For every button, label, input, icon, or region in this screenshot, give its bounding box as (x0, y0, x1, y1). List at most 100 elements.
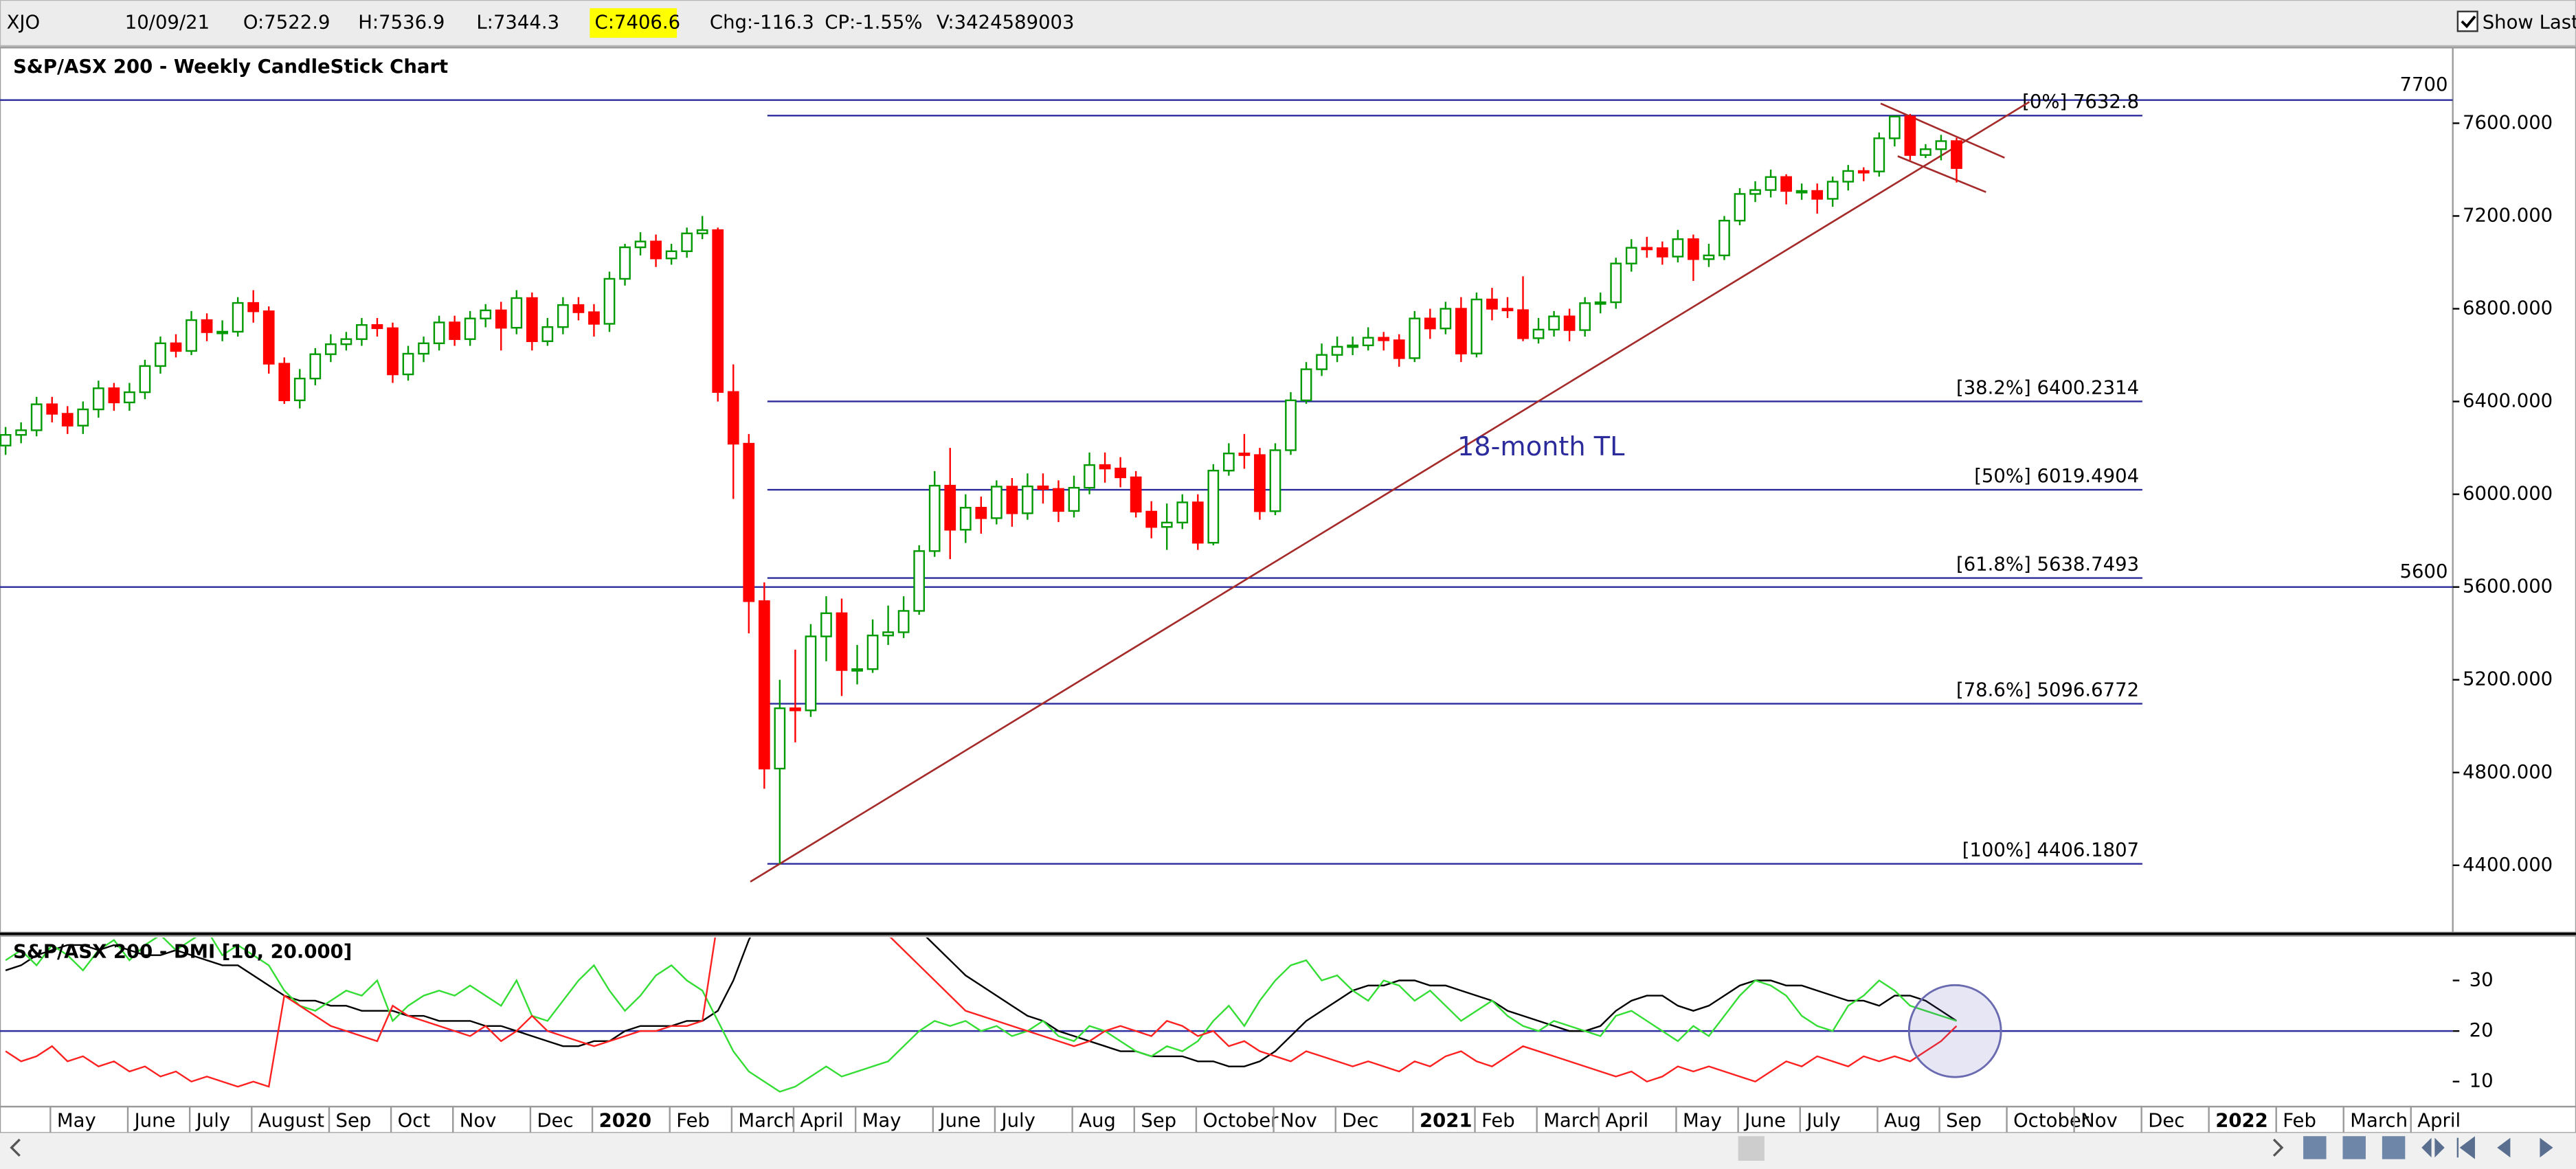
x-tick-label: July (1805, 1110, 1840, 1132)
candle-body (371, 324, 383, 330)
candle-body (356, 324, 368, 340)
y-tick-label: 20 (2469, 1019, 2494, 1041)
candle-body (1300, 368, 1312, 402)
candle-body (990, 486, 1003, 519)
candle-body (232, 302, 244, 333)
time-axis-labels: May June July August Sep Oct Nov Dec 2020 Feb Marc… (49, 1106, 2461, 1133)
x-tick-label: Nov (1280, 1110, 1317, 1132)
candle-body (526, 297, 538, 342)
channel-line (1897, 155, 1986, 193)
candle-body (712, 229, 724, 393)
candle-body (1842, 170, 1855, 183)
candle-body (1857, 170, 1870, 174)
candle-body (170, 342, 182, 352)
zoom-out-button[interactable] (2303, 1136, 2327, 1159)
candle-body (1888, 115, 1901, 139)
candle-body (1765, 176, 1777, 191)
candle-body (1656, 247, 1668, 258)
candle-body (262, 310, 275, 365)
candle-body (480, 309, 492, 319)
x-tick-label: May (862, 1110, 901, 1132)
x-tick-label: April (1605, 1110, 1648, 1132)
candle-body (1115, 467, 1126, 479)
x-tick-label: October (2013, 1110, 2090, 1132)
candle-body (1084, 464, 1095, 489)
candle-body (1718, 220, 1730, 257)
candle-body (309, 353, 322, 380)
candle-body (1625, 247, 1637, 264)
zoom-in-button[interactable] (2342, 1136, 2366, 1159)
candle-body (588, 311, 600, 325)
fib-label: [61.8%] 5638.7493 (1956, 553, 2139, 575)
horizontal-line-label: 7700 (2400, 73, 2448, 95)
x-tick-label: July (195, 1110, 230, 1132)
candle-body (1316, 354, 1328, 370)
x-tick-label: June (1743, 1110, 1786, 1132)
candle-body (155, 342, 166, 367)
dmi-plot (0, 937, 2453, 1093)
prev-button[interactable] (2497, 1137, 2511, 1158)
candle-body (1749, 189, 1761, 195)
next-button[interactable] (2540, 1137, 2553, 1158)
candle-body (1904, 115, 1916, 156)
change-percent-field: CP:-1.55% (825, 11, 922, 33)
candle-body (324, 343, 337, 355)
scroll-left[interactable] (10, 1138, 21, 1157)
candle-body (789, 707, 801, 712)
x-tick-label: April (800, 1110, 844, 1132)
x-tick-label: March (1543, 1110, 1601, 1132)
candle-body (247, 302, 260, 313)
candle-body (1222, 452, 1235, 472)
candle-body (1347, 344, 1359, 348)
show-last-label[interactable]: Show Last (2483, 11, 2576, 33)
scroll-right[interactable] (2272, 1138, 2284, 1157)
candle-body (851, 668, 863, 672)
candle-body (1532, 328, 1545, 339)
first-button[interactable] (2456, 1136, 2475, 1159)
candle-body (92, 387, 104, 411)
expand-button[interactable] (2421, 1137, 2445, 1158)
candle-body (464, 317, 476, 340)
candle-body (1037, 485, 1049, 490)
candle-body (1811, 190, 1824, 200)
x-tick-label: Feb (1481, 1110, 1515, 1132)
candle-body (1688, 238, 1699, 260)
scrollbar[interactable] (0, 1133, 2576, 1169)
candle-body (866, 635, 879, 670)
y-tick-label: 7200.000 (2463, 204, 2553, 226)
candle-body (1409, 317, 1421, 359)
y-tick-label: 30 (2469, 969, 2494, 991)
zoom-fit-button[interactable] (2382, 1136, 2406, 1159)
candle-body (1331, 345, 1343, 356)
candle-body (124, 391, 135, 404)
candle-body (1594, 301, 1606, 305)
x-tick-label: 2020 (599, 1110, 652, 1132)
candle-body (758, 600, 770, 770)
candle-body (897, 610, 910, 633)
candle-body (495, 309, 507, 329)
candle-body (418, 342, 429, 355)
scroll-thumb[interactable] (1738, 1136, 1765, 1161)
dmi-line (5, 937, 1958, 1067)
candle-body (1935, 140, 1947, 150)
candle-body (975, 506, 987, 519)
candle-body (293, 377, 306, 402)
trendline-label: 18-month TL (1457, 431, 1625, 462)
change-field: Chg:-116.3 (710, 11, 814, 33)
candle-body (433, 321, 445, 345)
candle-body (1563, 315, 1576, 331)
x-tick-label: August (258, 1110, 324, 1132)
candle-body (1145, 510, 1158, 528)
x-tick-label: October (1202, 1110, 1279, 1132)
show-last-checkbox[interactable] (2456, 10, 2478, 32)
candle-body (1951, 140, 1962, 169)
y-tick-label: 4800.000 (2463, 761, 2553, 783)
candle-body (1734, 193, 1746, 222)
open-field: O:7522.9 (243, 11, 331, 33)
fib-label: [78.6%] 5096.6772 (1956, 679, 2139, 701)
candle-body (1501, 308, 1514, 312)
date: 10/09/21 (125, 11, 210, 33)
candle-body (1378, 337, 1390, 341)
x-tick-label: July (1000, 1110, 1035, 1132)
candle-body (1486, 298, 1498, 310)
